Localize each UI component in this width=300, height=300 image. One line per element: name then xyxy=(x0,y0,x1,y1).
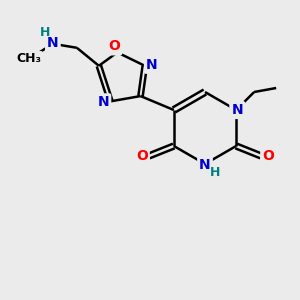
Text: N: N xyxy=(98,95,109,110)
Text: O: O xyxy=(262,149,274,163)
Text: O: O xyxy=(108,39,120,53)
Text: N: N xyxy=(199,158,211,172)
Text: CH₃: CH₃ xyxy=(16,52,41,65)
Text: H: H xyxy=(210,166,220,178)
Text: O: O xyxy=(136,149,148,163)
Text: H: H xyxy=(40,26,50,39)
Text: N: N xyxy=(47,36,59,50)
Text: N: N xyxy=(146,58,158,72)
Text: N: N xyxy=(231,103,243,117)
